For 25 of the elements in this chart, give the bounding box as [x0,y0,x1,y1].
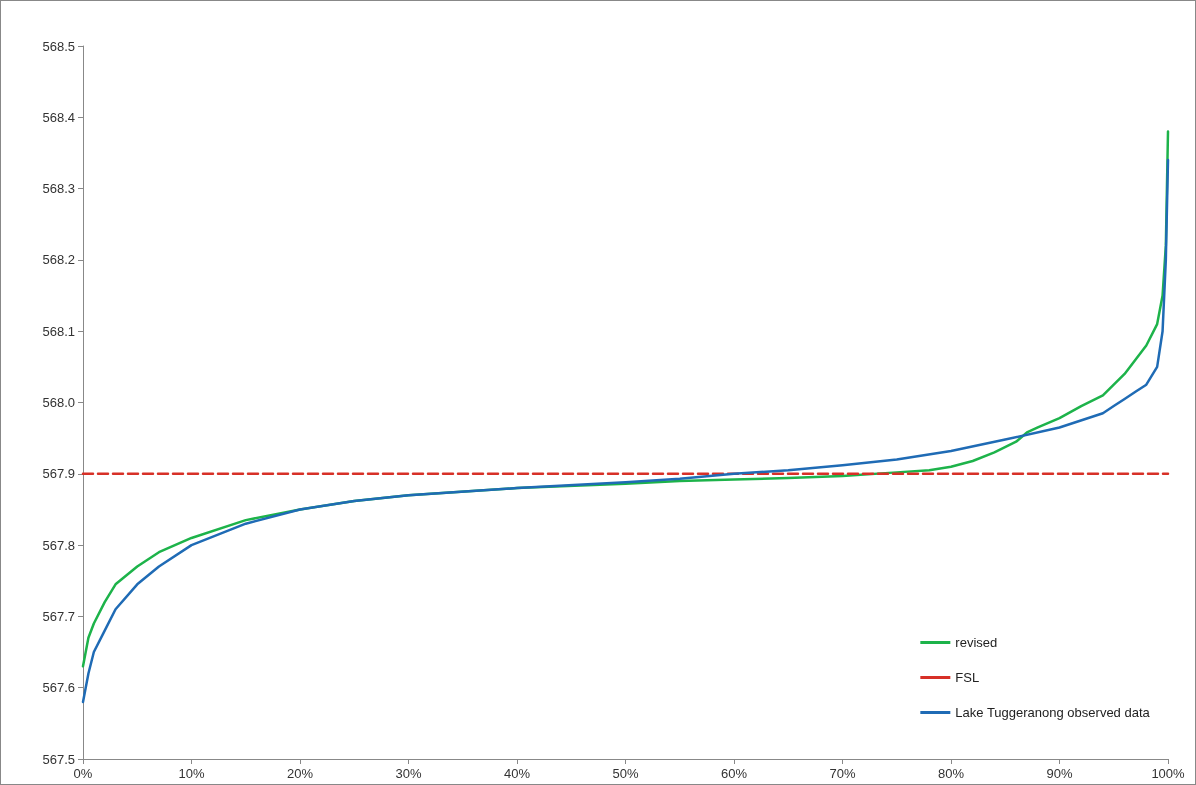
x-tick-label: 30% [395,766,422,781]
x-tick-label: 70% [829,766,856,781]
y-tick-label: 567.9 [42,466,75,482]
y-tick-label: 568.3 [42,181,75,197]
x-tick-label: 40% [503,766,531,781]
x-tick-label: 50% [612,766,639,781]
x-tick-label: 80% [937,766,965,781]
y-tick-label: 568.2 [42,252,75,268]
x-tick-label: 90% [1046,766,1073,781]
x-tick-label: 10% [178,766,205,781]
y-tick-label: 567.7 [42,608,75,624]
x-tick-label: 0% [73,766,93,781]
y-tick-label: 568.0 [42,395,75,410]
y-tick-label: 567.5 [42,751,75,767]
y-tick-label: 567.6 [42,680,75,696]
legend-label: FSL [955,670,980,685]
y-tick-label: 568.1 [42,323,75,339]
x-tick-label: 20% [286,766,314,781]
y-tick-label: 567.8 [42,537,75,553]
x-tick-label: 100% [1151,766,1186,781]
y-tick-label: 568.5 [42,38,75,54]
x-tick-label: 60% [720,766,748,781]
legend-label: Lake Tuggeranong observed data [955,705,1151,720]
legend-label: revised [955,635,998,650]
y-tick-label: 568.4 [42,109,75,125]
